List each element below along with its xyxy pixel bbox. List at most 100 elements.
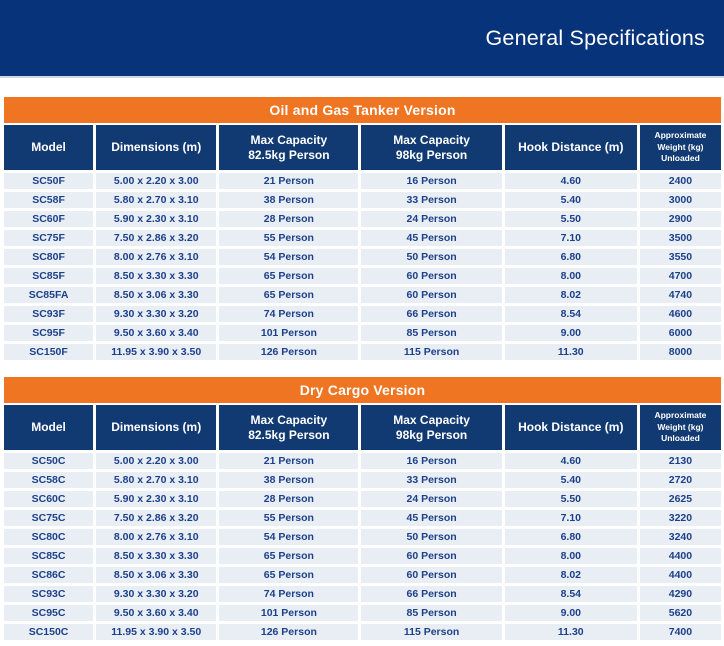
table-cell: 2130: [639, 453, 721, 469]
table-cell: 54 Person: [219, 529, 359, 545]
column-header-max-capacity-825: Max Capacity 82.5kg Person: [219, 125, 359, 170]
column-header-max-capacity-98: Max Capacity 98kg Person: [361, 405, 502, 450]
table-cell: 33 Person: [361, 472, 502, 488]
model-cell: SC60F: [4, 211, 94, 227]
table-cell: 8.02: [504, 567, 637, 583]
table-cell: 7.50 x 2.86 x 3.20: [96, 230, 217, 246]
table-cell: 5.90 x 2.30 x 3.10: [96, 211, 217, 227]
model-cell: SC93C: [4, 586, 94, 602]
model-cell: SC75F: [4, 230, 94, 246]
table-cell: 101 Person: [219, 605, 359, 621]
table-cell: 8.00 x 2.76 x 3.10: [96, 529, 217, 545]
table-cell: 55 Person: [219, 510, 359, 526]
column-header-model: Model: [4, 125, 94, 170]
table-cell: 11.95 x 3.90 x 3.50: [96, 344, 217, 360]
model-cell: SC86C: [4, 567, 94, 583]
dry-cargo-table: Dry Cargo Version Model Dimensions (m) M…: [4, 377, 721, 640]
table-cell: 6.80: [504, 249, 637, 265]
table-cell: 8.50 x 3.06 x 3.30: [96, 567, 217, 583]
table-cell: 50 Person: [361, 249, 502, 265]
model-cell: SC95C: [4, 605, 94, 621]
model-cell: SC85FA: [4, 287, 94, 303]
table-cell: 6000: [639, 325, 721, 341]
column-header-dimensions: Dimensions (m): [96, 125, 217, 170]
table-cell: 7.10: [504, 230, 637, 246]
table-cell: 2625: [639, 491, 721, 507]
table-cell: 24 Person: [361, 491, 502, 507]
column-header-approx-weight: Approximate Weight (kg) Unloaded: [639, 125, 721, 170]
table-cell: 38 Person: [219, 192, 359, 208]
table-cell: 5.80 x 2.70 x 3.10: [96, 472, 217, 488]
model-cell: SC58F: [4, 192, 94, 208]
table-cell: 74 Person: [219, 586, 359, 602]
column-header-model: Model: [4, 405, 94, 450]
table-cell: 5.50: [504, 211, 637, 227]
model-cell: SC58C: [4, 472, 94, 488]
table-cell: 5.00 x 2.20 x 3.00: [96, 173, 217, 189]
table-cell: 4400: [639, 567, 721, 583]
table-cell: 126 Person: [219, 344, 359, 360]
table-cell: 66 Person: [361, 586, 502, 602]
table-title: Oil and Gas Tanker Version: [269, 102, 456, 118]
table-cell: 3000: [639, 192, 721, 208]
table-cell: 33 Person: [361, 192, 502, 208]
column-header-dimensions: Dimensions (m): [96, 405, 217, 450]
table-cell: 5.40: [504, 472, 637, 488]
table-cell: 45 Person: [361, 230, 502, 246]
table-cell: 21 Person: [219, 453, 359, 469]
table-cell: 8.50 x 3.06 x 3.30: [96, 287, 217, 303]
table-cell: 115 Person: [361, 344, 502, 360]
table-cell: 45 Person: [361, 510, 502, 526]
column-header-approx-weight: Approximate Weight (kg) Unloaded: [639, 405, 721, 450]
table-cell: 5620: [639, 605, 721, 621]
table-cell: 16 Person: [361, 453, 502, 469]
table-cell: 9.50 x 3.60 x 3.40: [96, 325, 217, 341]
table-cell: 38 Person: [219, 472, 359, 488]
table-cell: 24 Person: [361, 211, 502, 227]
table-cell: 54 Person: [219, 249, 359, 265]
table-cell: 8.50 x 3.30 x 3.30: [96, 548, 217, 564]
oil-gas-tanker-table: Oil and Gas Tanker Version Model Dimensi…: [4, 97, 721, 360]
table-cell: 2900: [639, 211, 721, 227]
table-cell: 5.80 x 2.70 x 3.10: [96, 192, 217, 208]
table-cell: 11.30: [504, 624, 637, 640]
table-cell: 5.50: [504, 491, 637, 507]
title-bar: General Specifications: [0, 0, 724, 78]
table-cell: 8.54: [504, 306, 637, 322]
table-cell: 60 Person: [361, 567, 502, 583]
table-cell: 8.50 x 3.30 x 3.30: [96, 268, 217, 284]
table-cell: 4290: [639, 586, 721, 602]
page-title: General Specifications: [485, 25, 705, 50]
table-cell: 7.50 x 2.86 x 3.20: [96, 510, 217, 526]
table-cell: 5.90 x 2.30 x 3.10: [96, 491, 217, 507]
table-cell: 101 Person: [219, 325, 359, 341]
table-cell: 9.50 x 3.60 x 3.40: [96, 605, 217, 621]
model-cell: SC50F: [4, 173, 94, 189]
table-cell: 28 Person: [219, 211, 359, 227]
table-cell: 60 Person: [361, 268, 502, 284]
table-cell: 8.02: [504, 287, 637, 303]
model-cell: SC80F: [4, 249, 94, 265]
model-cell: SC93F: [4, 306, 94, 322]
table-cell: 3500: [639, 230, 721, 246]
model-cell: SC75C: [4, 510, 94, 526]
table-cell: 3220: [639, 510, 721, 526]
table-cell: 8000: [639, 344, 721, 360]
column-header-hook-distance: Hook Distance (m): [504, 405, 637, 450]
table-cell: 85 Person: [361, 605, 502, 621]
table-cell: 4740: [639, 287, 721, 303]
table-cell: 4.60: [504, 453, 637, 469]
table-grid: Model Dimensions (m) Max Capacity 82.5kg…: [4, 405, 721, 640]
model-cell: SC150F: [4, 344, 94, 360]
table-cell: 65 Person: [219, 567, 359, 583]
table-cell: 28 Person: [219, 491, 359, 507]
table-cell: 126 Person: [219, 624, 359, 640]
table-cell: 16 Person: [361, 173, 502, 189]
table-cell: 55 Person: [219, 230, 359, 246]
table-cell: 5.40: [504, 192, 637, 208]
table-cell: 9.30 x 3.30 x 3.20: [96, 306, 217, 322]
table-cell: 8.00 x 2.76 x 3.10: [96, 249, 217, 265]
table-title: Dry Cargo Version: [299, 382, 426, 398]
table-cell: 9.30 x 3.30 x 3.20: [96, 586, 217, 602]
